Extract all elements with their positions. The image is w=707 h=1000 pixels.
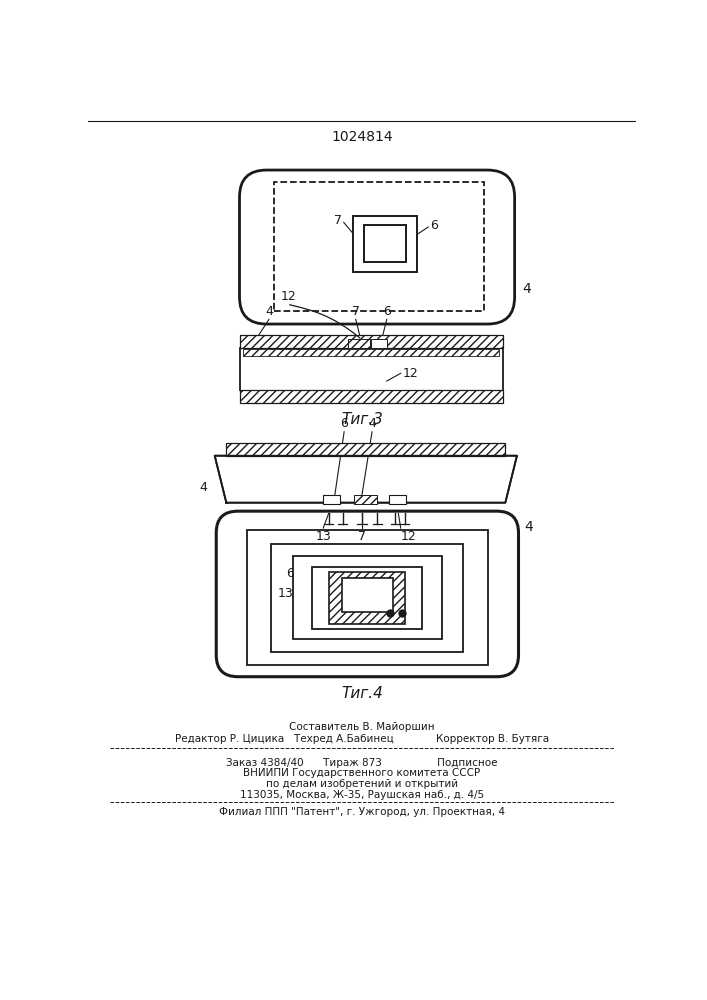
Text: 6: 6 [382, 305, 391, 318]
Text: 113035, Москва, Ж-35, Раушская наб., д. 4/5: 113035, Москва, Ж-35, Раушская наб., д. … [240, 790, 484, 800]
Text: 7: 7 [358, 530, 366, 543]
Bar [363, 225, 406, 262]
Text: 4: 4 [265, 305, 273, 318]
Text: 6: 6 [340, 417, 348, 430]
Bar [354, 495, 378, 504]
Text: ВНИИПИ Государственного комитета СССР: ВНИИПИ Государственного комитета СССР [243, 768, 481, 778]
Bar [353, 216, 416, 272]
Bar [274, 182, 484, 311]
Text: Τиг.3: Τиг.3 [341, 412, 383, 427]
Text: 7: 7 [426, 601, 433, 614]
FancyBboxPatch shape [216, 511, 518, 677]
Text: Филиал ППП "Патент", г. Ужгород, ул. Проектная, 4: Филиал ППП "Патент", г. Ужгород, ул. Про… [219, 807, 505, 817]
Bar [226, 443, 506, 456]
Bar [240, 335, 503, 348]
Bar [323, 495, 340, 504]
Bar [240, 389, 503, 403]
Bar [243, 349, 499, 356]
Polygon shape [215, 456, 517, 503]
Bar [371, 339, 387, 348]
Bar [342, 578, 392, 612]
Text: 1024814: 1024814 [331, 130, 393, 144]
Text: 13: 13 [315, 530, 331, 543]
Bar [329, 572, 405, 624]
Text: 6: 6 [430, 219, 438, 232]
Text: 4: 4 [368, 417, 376, 430]
Text: 13: 13 [278, 587, 293, 600]
Text: 12: 12 [401, 530, 416, 543]
Text: 12: 12 [281, 290, 296, 303]
Text: 6: 6 [286, 567, 293, 580]
Text: 12: 12 [402, 367, 418, 380]
Text: по делам изобретений и открытий: по делам изобретений и открытий [266, 779, 458, 789]
Text: 7: 7 [352, 305, 360, 318]
Bar [271, 544, 464, 652]
FancyBboxPatch shape [240, 170, 515, 324]
Bar [389, 495, 406, 504]
Text: Τиг.4: Τиг.4 [341, 686, 383, 701]
Bar [293, 556, 442, 639]
Text: 7: 7 [334, 214, 342, 227]
Bar [312, 567, 422, 629]
Text: Составитель В. Майоршин: Составитель В. Майоршин [289, 722, 435, 732]
Bar [348, 339, 370, 348]
Text: 4: 4 [522, 282, 531, 296]
Text: Редактор Р. Цицика   Техред А.Бабинец             Корректор В. Бутяга: Редактор Р. Цицика Техред А.Бабинец Корр… [175, 734, 549, 744]
Text: 4: 4 [199, 481, 207, 494]
Bar [247, 530, 488, 665]
Text: 4: 4 [525, 520, 534, 534]
Text: Заказ 4384/40      Тираж 873                 Подписное: Заказ 4384/40 Тираж 873 Подписное [226, 758, 498, 768]
